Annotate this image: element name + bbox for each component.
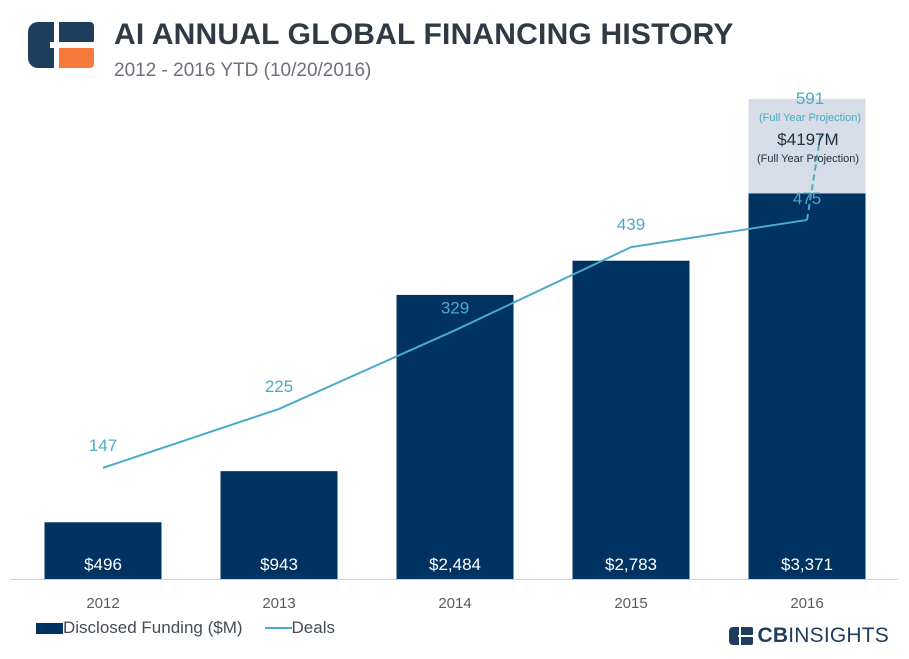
brand-light: INSIGHTS [788,624,889,647]
funding-projection-label: $4197M [777,130,838,149]
funding-bar-2014 [396,294,514,579]
legend-line-swatch [264,627,292,629]
funding-bar-label-2016: $3,371 [781,555,833,574]
brand-bold: CB [757,624,789,647]
funding-bar-2013 [220,471,338,579]
x-tick-label-2013: 2013 [262,595,295,612]
funding-bar-2015 [572,260,690,579]
funding-bar-label-2012: $496 [84,555,122,574]
deals-projection-label: 591 [796,89,824,108]
deals-label-2015: 439 [617,215,645,234]
deals-label-2014: 329 [441,298,469,317]
cb-insights-brand: CBINSIGHTS [729,624,889,648]
deals-projection-note: (Full Year Projection) [759,112,861,124]
deals-projection-line [806,132,822,221]
deals-label-2012: 147 [89,436,117,455]
page-title: AI ANNUAL GLOBAL FINANCING HISTORY [114,18,734,51]
cb-logo-icon [28,22,94,68]
deals-label-2013: 225 [265,377,293,396]
page-subtitle: 2012 - 2016 YTD (10/20/2016) [114,60,372,81]
funding-bar-label-2015: $2,783 [605,555,657,574]
deals-line [102,218,808,469]
x-tick-label-2016: 2016 [790,595,823,612]
chart-legend: Disclosed Funding ($M) Deals [36,618,335,638]
funding-bar-2012 [44,522,162,579]
funding-bar-label-2014: $2,484 [429,555,481,574]
deals-label-2016: 475 [793,189,821,208]
x-tick-label-2014: 2014 [438,595,471,612]
funding-projection-note: (Full Year Projection) [757,153,859,165]
cb-brand-icon [729,627,754,645]
x-tick-label-2015: 2015 [614,595,647,612]
legend-funding-label: Disclosed Funding ($M) [63,618,243,637]
funding-bar-label-2013: $943 [260,555,298,574]
x-tick-label-2012: 2012 [86,595,119,612]
legend-deals-label: Deals [291,618,335,637]
funding-bar-2016 [748,193,866,580]
legend-bar-swatch [36,622,63,634]
